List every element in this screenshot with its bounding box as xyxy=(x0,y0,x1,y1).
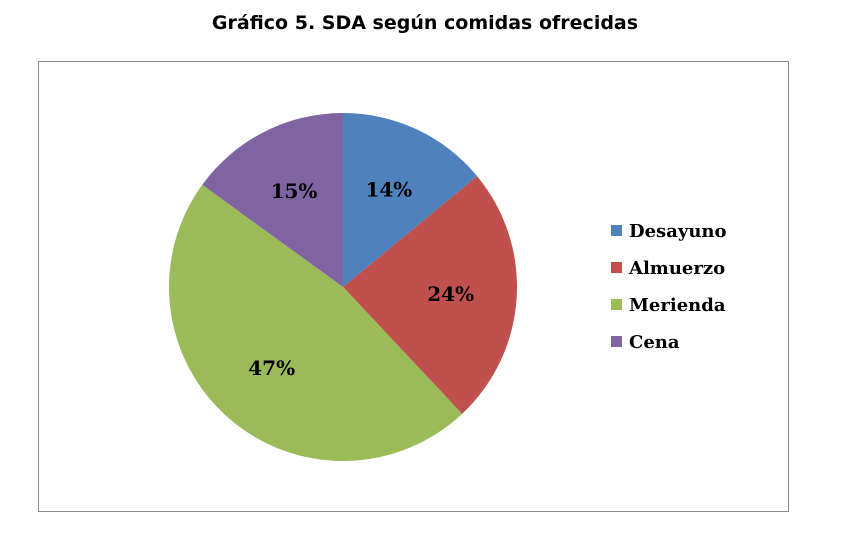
pie-slice-almuerzo xyxy=(343,176,517,414)
pie-slices xyxy=(169,113,517,461)
legend-swatch-desayuno xyxy=(611,225,622,236)
slice-label-cena: 15% xyxy=(271,179,318,203)
slice-label-almuerzo: 24% xyxy=(427,282,474,306)
legend-swatch-merienda xyxy=(611,299,622,310)
slice-labels: 14% 24% 47% 15% xyxy=(248,177,474,380)
pie-slice-cena xyxy=(202,113,343,287)
legend-swatch-cena xyxy=(611,336,622,347)
slice-label-merienda: 47% xyxy=(248,356,295,380)
legend-label-almuerzo: Almuerzo xyxy=(628,258,725,279)
legend-label-desayuno: Desayuno xyxy=(629,221,727,242)
legend: Desayuno Almuerzo Merienda Cena xyxy=(611,221,727,353)
legend-swatch-almuerzo xyxy=(611,262,622,273)
slice-label-desayuno: 14% xyxy=(365,177,412,201)
pie-slice-merienda xyxy=(169,184,463,461)
chart-title: Gráfico 5. SDA según comidas ofrecidas xyxy=(211,12,639,34)
legend-label-cena: Cena xyxy=(629,332,680,353)
pie-slice-desayuno xyxy=(343,113,478,287)
legend-label-merienda: Merienda xyxy=(629,295,726,316)
